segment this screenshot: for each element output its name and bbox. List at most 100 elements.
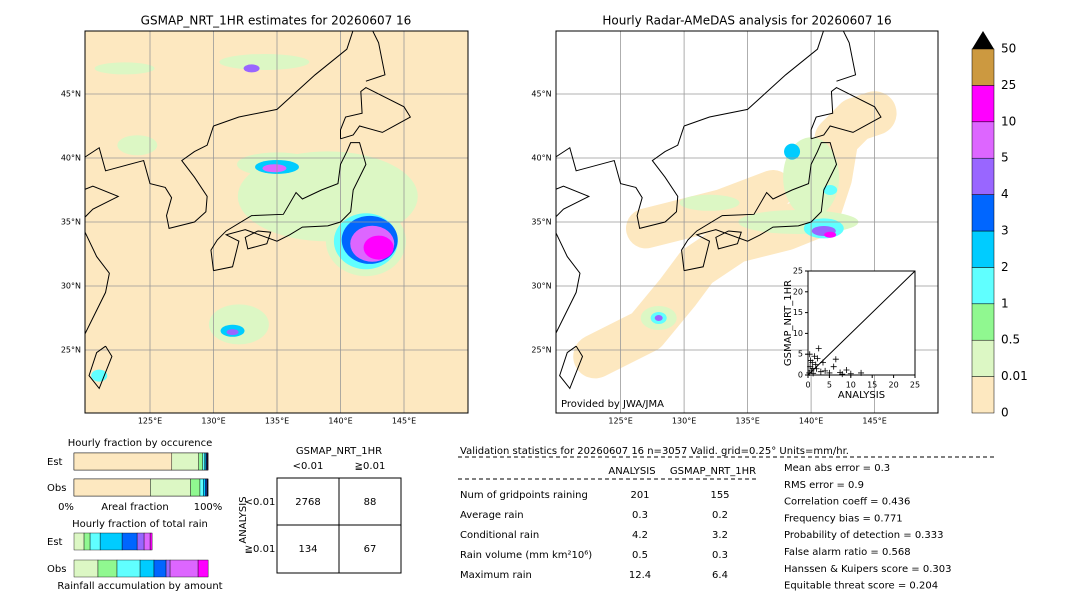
colorbar-label: 10 [1001, 114, 1016, 128]
panel-title: Hourly fraction by occurence [68, 438, 212, 449]
lat-label: 35°N [531, 218, 551, 227]
rain-area [679, 194, 740, 211]
row-label: Est [47, 457, 63, 468]
scatter-point [839, 371, 846, 378]
score: Mean abs error = 0.3 [784, 463, 890, 474]
row-label: Num of gridpoints raining [460, 490, 588, 501]
coastline [681, 142, 838, 272]
y-tick-label: 25 [793, 267, 803, 276]
lon-label: 130°E [672, 417, 696, 426]
row-label: Maximum rain [460, 570, 532, 581]
lon-label: 140°E [328, 417, 352, 426]
colorbar-segment [971, 121, 995, 159]
coastline [365, 31, 386, 82]
coastline [88, 345, 113, 390]
scatter-point [830, 363, 837, 370]
fraction-segment [99, 532, 123, 551]
rain-area [208, 304, 269, 345]
colorbar-label: 2 [1001, 260, 1009, 274]
y-tick-label: 10 [793, 329, 803, 338]
colorbar-segment [971, 267, 995, 305]
stat-value: 3.2 [712, 530, 728, 541]
lon-label: 130°E [201, 417, 225, 426]
stat-value: 4.2 [632, 530, 648, 541]
rain-area [262, 164, 287, 173]
fraction-segment [197, 559, 209, 578]
row-label: <0.01 [245, 497, 276, 508]
scatter-point [858, 369, 865, 376]
colorbar-label: 3 [1001, 224, 1009, 238]
colorbar-label: 0.5 [1001, 333, 1020, 347]
coastline [683, 31, 824, 127]
scatter-point [832, 356, 839, 363]
colorbar-segment [971, 303, 995, 341]
rain-area [226, 329, 239, 336]
fraction-segment [204, 452, 207, 471]
fraction-segment [202, 452, 205, 471]
coastline [340, 87, 412, 140]
row-label: ≧0.01 [245, 544, 276, 555]
scatter-point [813, 365, 820, 372]
axis-label: Areal fraction [101, 502, 168, 513]
fraction-segment [150, 478, 191, 497]
x-tick-label: 25 [910, 381, 920, 390]
stat-value: 6.4 [712, 570, 728, 581]
fraction-segment [205, 478, 207, 497]
fraction-segment [149, 532, 153, 551]
stat-value: 155 [710, 490, 729, 501]
lat-label: 45°N [61, 90, 81, 99]
score: RMS error = 0.9 [784, 480, 864, 491]
lat-label: 35°N [61, 218, 81, 227]
rain-area [654, 315, 663, 321]
score: Probability of detection = 0.333 [784, 530, 943, 541]
colorbar-segment [971, 157, 995, 195]
rain-area [824, 231, 837, 238]
fraction-segment [153, 559, 167, 578]
rain-area [823, 185, 838, 195]
scatter-point [807, 357, 814, 364]
fraction-segment [73, 532, 85, 551]
map-title: Hourly Radar-AMeDAS analysis for 2026060… [602, 14, 891, 28]
lat-label: 30°N [531, 282, 551, 291]
score: False alarm ratio = 0.568 [784, 547, 911, 558]
stats-header: Validation statistics for 20260607 16 n=… [460, 446, 849, 457]
row-title: ANALYSIS [238, 496, 249, 543]
colorbar-segment [971, 85, 995, 123]
lon-label: 140°E [799, 417, 823, 426]
axis-label: 0% [58, 502, 74, 513]
column-label: GSMAP_NRT_1HR [670, 466, 756, 477]
lat-label: 25°N [531, 346, 551, 355]
map-title: GSMAP_NRT_1HR estimates for 20260607 16 [141, 14, 412, 28]
score: Hanssen & Kuipers score = 0.303 [784, 564, 951, 575]
fraction-segment [199, 478, 204, 497]
fraction-segment [139, 559, 155, 578]
colorbar-segment [971, 339, 995, 377]
fraction-segment [73, 559, 99, 578]
score: Equitable threat score = 0.204 [784, 581, 938, 592]
lat-label: 45°N [531, 90, 551, 99]
x-tick-label: 20 [889, 381, 899, 390]
x-tick-label: 10 [846, 381, 856, 390]
coastline [556, 125, 685, 335]
fraction-segment [190, 478, 201, 497]
column-title: GSMAP_NRT_1HR [296, 446, 382, 457]
colorbar-label: 25 [1001, 78, 1016, 92]
panel-footer: Rainfall accumulation by amount [57, 581, 222, 592]
scatter-point [814, 355, 821, 362]
fraction-segment [83, 532, 91, 551]
y-tick-label: 20 [793, 287, 803, 296]
colorbar-label: 0.01 [1001, 369, 1028, 383]
x-tick-label: 5 [827, 381, 832, 390]
row-label: Est [47, 537, 63, 548]
lat-label: 40°N [531, 154, 551, 163]
scatter-point [843, 367, 850, 374]
panel-title: Hourly fraction of total rain [72, 519, 208, 530]
fraction-segment [143, 532, 151, 551]
scatter-point [815, 345, 822, 352]
colorbar-extend [972, 31, 994, 49]
x-tick-label: 0 [805, 381, 810, 390]
lon-label: 135°E [735, 417, 759, 426]
coastline [810, 87, 882, 140]
fraction-segment [169, 559, 199, 578]
